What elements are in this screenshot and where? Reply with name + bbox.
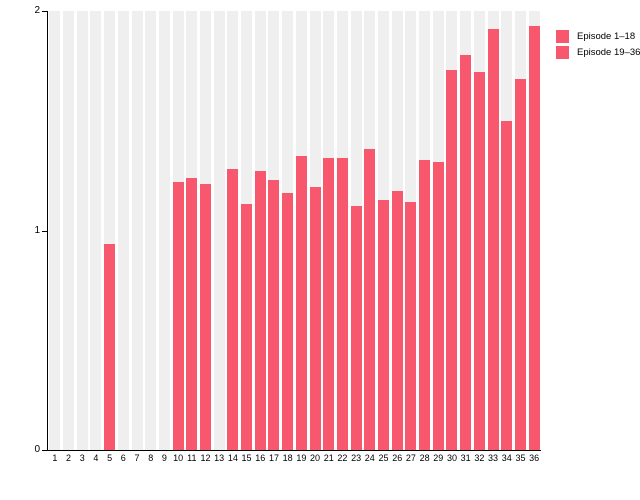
category-stripe: [213, 11, 225, 450]
x-tick-label-34: 34: [501, 453, 512, 463]
bar-episode-16: [254, 171, 266, 450]
bar-episode-14: [227, 169, 239, 450]
bar-episode-5: [104, 243, 116, 450]
bar-episode-10: [172, 182, 184, 450]
x-tick-label-18: 18: [282, 453, 293, 463]
bar-episode-20: [309, 186, 321, 450]
x-tick-label-16: 16: [255, 453, 266, 463]
bar-episode-11: [186, 177, 198, 450]
x-tick-label-31: 31: [460, 453, 471, 463]
x-tick-label-30: 30: [446, 453, 457, 463]
bar-episode-31: [460, 54, 472, 450]
y-tick-1: [42, 230, 47, 232]
x-tick-label-36: 36: [529, 453, 540, 463]
legend-swatch-icon: [556, 46, 569, 59]
category-stripe: [131, 11, 143, 450]
category-stripe: [49, 11, 61, 450]
bar-episode-36: [528, 26, 540, 450]
category-stripe: [104, 11, 116, 450]
y-tick-label-2: 2: [34, 5, 40, 16]
bar-episode-35: [514, 79, 526, 450]
x-tick-label-26: 26: [392, 453, 403, 463]
category-stripe: [117, 11, 129, 450]
bar-episode-22: [336, 158, 348, 450]
x-tick-label-35: 35: [515, 453, 526, 463]
x-tick-label-29: 29: [433, 453, 444, 463]
x-tick-label-21: 21: [323, 453, 334, 463]
category-stripe: [90, 11, 102, 450]
x-tick-label-12: 12: [200, 453, 211, 463]
category-stripe: [158, 11, 170, 450]
bar-episode-27: [405, 201, 417, 450]
x-tick-label-24: 24: [364, 453, 375, 463]
category-stripe: [145, 11, 157, 450]
x-tick-label-1: 1: [52, 453, 58, 463]
x-tick-label-27: 27: [405, 453, 416, 463]
legend-swatch-icon: [556, 30, 569, 43]
x-tick-label-3: 3: [79, 453, 85, 463]
x-tick-label-20: 20: [310, 453, 321, 463]
y-tick-2: [42, 11, 47, 12]
legend-label: Episode 1–18: [577, 31, 636, 42]
bar-episode-19: [295, 155, 307, 450]
x-tick-label-15: 15: [241, 453, 252, 463]
y-tick-label-0: 0: [34, 444, 40, 455]
bar-episode-17: [268, 180, 280, 450]
bar-episode-15: [241, 204, 253, 450]
bar-episode-24: [364, 149, 376, 450]
x-tick-label-17: 17: [268, 453, 279, 463]
x-tick-label-13: 13: [214, 453, 225, 463]
x-tick-label-9: 9: [161, 453, 167, 463]
bar-episode-29: [432, 162, 444, 450]
x-tick-label-19: 19: [296, 453, 307, 463]
bar-episode-21: [323, 158, 335, 450]
bar-episode-12: [199, 184, 211, 450]
bar-episode-30: [446, 70, 458, 450]
x-tick-label-8: 8: [148, 453, 154, 463]
x-tick-label-7: 7: [134, 453, 140, 463]
x-tick-label-25: 25: [378, 453, 389, 463]
x-tick-label-10: 10: [173, 453, 184, 463]
x-tick-label-33: 33: [488, 453, 499, 463]
bar-episode-23: [350, 206, 362, 450]
x-tick-label-2: 2: [66, 453, 72, 463]
bar-episode-28: [419, 160, 431, 450]
bar-episode-25: [378, 199, 389, 450]
y-tick-0: [42, 450, 47, 451]
x-tick-label-4: 4: [93, 453, 99, 463]
x-tick-label-14: 14: [227, 453, 238, 463]
y-axis-line: [47, 11, 48, 451]
x-tick-label-5: 5: [107, 453, 113, 463]
y-tick-label-1: 1: [34, 224, 40, 236]
bar-episode-34: [501, 120, 513, 450]
x-tick-label-28: 28: [419, 453, 430, 463]
category-stripe: [76, 11, 88, 450]
x-tick-label-11: 11: [187, 453, 197, 463]
category-stripe: [63, 11, 75, 450]
x-tick-label-23: 23: [351, 453, 362, 463]
x-tick-label-22: 22: [337, 453, 348, 463]
x-axis-line: [47, 450, 541, 451]
legend-item-2: Episode 19–36: [556, 46, 640, 59]
legend-item-1: Episode 1–18: [556, 30, 640, 43]
bar-episode-33: [487, 28, 499, 450]
legend: Episode 1–18 Episode 19–36: [556, 30, 640, 62]
x-tick-label-32: 32: [474, 453, 485, 463]
bar-episode-18: [282, 193, 294, 450]
x-tick-label-6: 6: [120, 453, 126, 463]
bar-episode-26: [391, 191, 403, 450]
legend-label: Episode 19–36: [577, 47, 640, 58]
bar-episode-32: [473, 72, 485, 450]
